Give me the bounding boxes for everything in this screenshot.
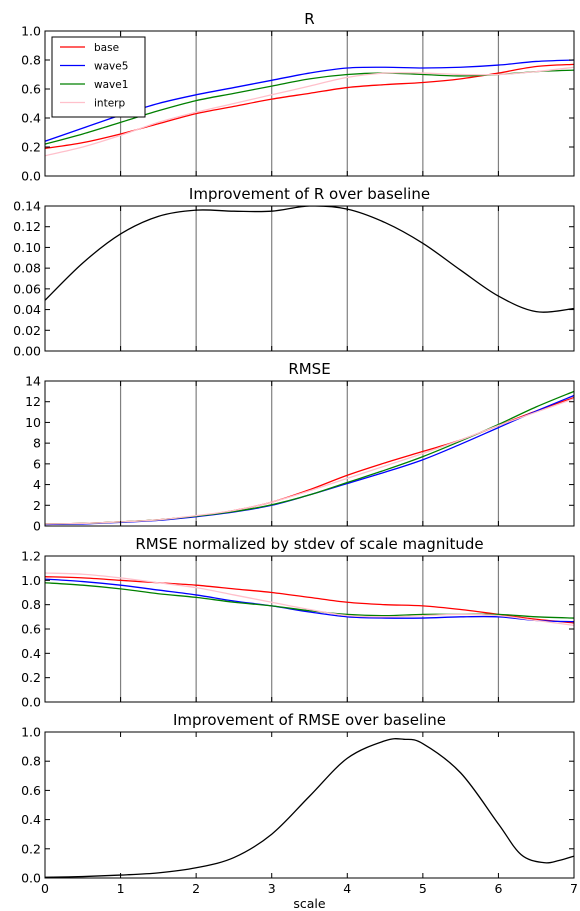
- chart-title: R: [304, 10, 314, 28]
- legend-label-wave5: wave5: [94, 61, 128, 73]
- y-tick-label: 0.8: [21, 754, 41, 769]
- y-tick-label: 8: [33, 436, 41, 451]
- panel-4: 0.0 0.2 0.4 0.6 0.8 1.0 1.2 RMSE normalized by …: [21, 535, 575, 710]
- x-tick-label: 7: [570, 881, 578, 896]
- y-tick-label: 14: [25, 374, 41, 389]
- x-tick-label: 2: [192, 881, 200, 896]
- y-tick-label: 1.0: [21, 24, 41, 39]
- chart-title: RMSE: [288, 360, 330, 378]
- y-tick-label: 0.8: [21, 53, 41, 68]
- series-line-main: [45, 206, 574, 313]
- y-tick-label: 0.6: [21, 82, 41, 97]
- y-tick-label: 1.2: [21, 549, 41, 564]
- y-tick-label: 0.0: [21, 871, 41, 886]
- series-group: [45, 59, 574, 157]
- y-tick-label: 0.08: [13, 261, 41, 276]
- chart-title: RMSE normalized by stdev of scale magnit…: [135, 535, 483, 553]
- panel-5: 0.0 0.2 0.4 0.6 0.8 1.0 0 1 2 3 4 5 6 7 Improvement of…: [21, 711, 578, 911]
- y-tick-label: 0.2: [21, 841, 41, 856]
- x-tick-label: 1: [117, 881, 125, 896]
- series-line-wave5: [45, 578, 574, 623]
- series-line-base: [45, 396, 574, 525]
- y-tick-label: 0.04: [13, 302, 41, 317]
- series-group: [45, 206, 574, 313]
- y-tick-label: 0.8: [21, 597, 41, 612]
- y-tick-label: 0.00: [13, 344, 41, 359]
- series-group: [45, 390, 574, 526]
- series-line-interp: [45, 572, 574, 626]
- x-tick-label: 4: [343, 881, 351, 896]
- series-group: [45, 572, 574, 626]
- axes-frame: [44, 731, 575, 879]
- series-line-interp: [45, 66, 574, 157]
- y-tick-label: 0.06: [13, 281, 41, 296]
- y-tick-label: 0.2: [21, 140, 41, 155]
- x-tick-label: 6: [494, 881, 502, 896]
- series-group: [45, 738, 574, 878]
- y-tick-label: 1.0: [21, 573, 41, 588]
- y-tick-label: 10: [25, 415, 41, 430]
- series-line-wave1: [45, 582, 574, 619]
- series-line-main: [45, 738, 574, 878]
- x-tick-label: 3: [268, 881, 276, 896]
- y-tick-label: 0.14: [13, 199, 41, 214]
- chart-title: Improvement of R over baseline: [189, 185, 430, 203]
- y-tick-label: 0.2: [21, 670, 41, 685]
- y-tick-label: 0: [33, 519, 41, 534]
- y-tick-label: 0.0: [21, 695, 41, 710]
- panel-2: 0.00 0.02 0.04 0.06 0.08 0.10 0.12 0.14 Improvem…: [13, 185, 575, 359]
- y-tick-label: 0.4: [21, 111, 41, 126]
- y-tick-label: 6: [33, 456, 41, 471]
- series-line-wave5: [45, 394, 574, 526]
- y-tick-label: 0.0: [21, 169, 41, 184]
- axes-frame: [44, 30, 575, 177]
- series-line-interp: [45, 397, 574, 525]
- y-tick-label: 12: [25, 394, 41, 409]
- legend: base wave5 wave1 interp: [51, 36, 146, 118]
- series-line-wave1: [45, 390, 574, 525]
- y-tick-label: 0.02: [13, 323, 41, 338]
- y-tick-label: 0.4: [21, 812, 41, 827]
- x-tick-label: 0: [41, 881, 49, 896]
- y-tick-label: 2: [33, 498, 41, 513]
- y-tick-label: 0.6: [21, 783, 41, 798]
- x-tick-label: 5: [419, 881, 427, 896]
- chart-title: Improvement of RMSE over baseline: [173, 711, 446, 729]
- y-tick-label: 4: [33, 477, 41, 492]
- axes-frame: [44, 380, 575, 527]
- panel-3: 0 2 4 6 8 10 12 14 RMSE: [25, 360, 575, 534]
- legend-label-interp: interp: [94, 98, 125, 110]
- legend-box: [51, 36, 146, 118]
- y-tick-label: 0.10: [13, 240, 41, 255]
- y-tick-label: 0.6: [21, 622, 41, 637]
- series-line-base: [45, 576, 574, 624]
- legend-label-base: base: [94, 42, 119, 54]
- legend-label-wave1: wave1: [94, 79, 128, 91]
- y-tick-label: 1.0: [21, 725, 41, 740]
- y-tick-label: 0.12: [13, 219, 41, 234]
- y-tick-label: 0.4: [21, 646, 41, 661]
- axes-frame: [44, 205, 575, 352]
- x-axis-label: scale: [293, 896, 326, 911]
